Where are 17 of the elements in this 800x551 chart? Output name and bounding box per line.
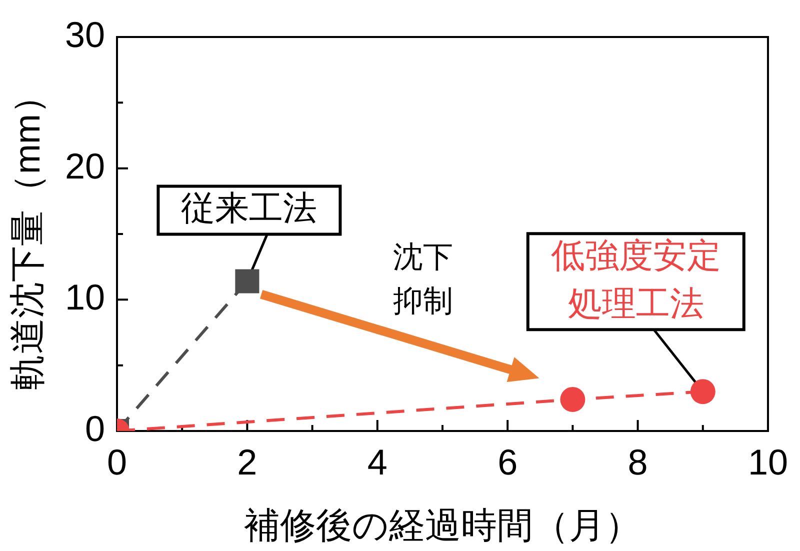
- x-tick-label: 10: [748, 442, 788, 483]
- y-tick-label: 30: [64, 14, 105, 55]
- series-label: 低強度安定処理工法: [550, 236, 721, 323]
- annotation: 沈下抑制: [392, 241, 453, 318]
- x-axis-title: 補修後の経過時間（月）: [244, 504, 641, 546]
- x-tick-label: 4: [367, 442, 388, 483]
- y-tick-label: 10: [64, 276, 105, 318]
- point: [235, 269, 260, 294]
- y-tick-label: 20: [64, 145, 105, 186]
- series-label: 従来工法: [181, 190, 318, 228]
- y-axis-title: 軌道沈下量（mm）: [6, 78, 48, 390]
- x-tick-label: 2: [237, 442, 258, 483]
- point: [690, 379, 716, 404]
- x-tick-label: 8: [628, 442, 648, 483]
- y-tick-label: 0: [84, 408, 105, 449]
- x-tick-label: 6: [498, 442, 518, 483]
- point: [560, 386, 586, 412]
